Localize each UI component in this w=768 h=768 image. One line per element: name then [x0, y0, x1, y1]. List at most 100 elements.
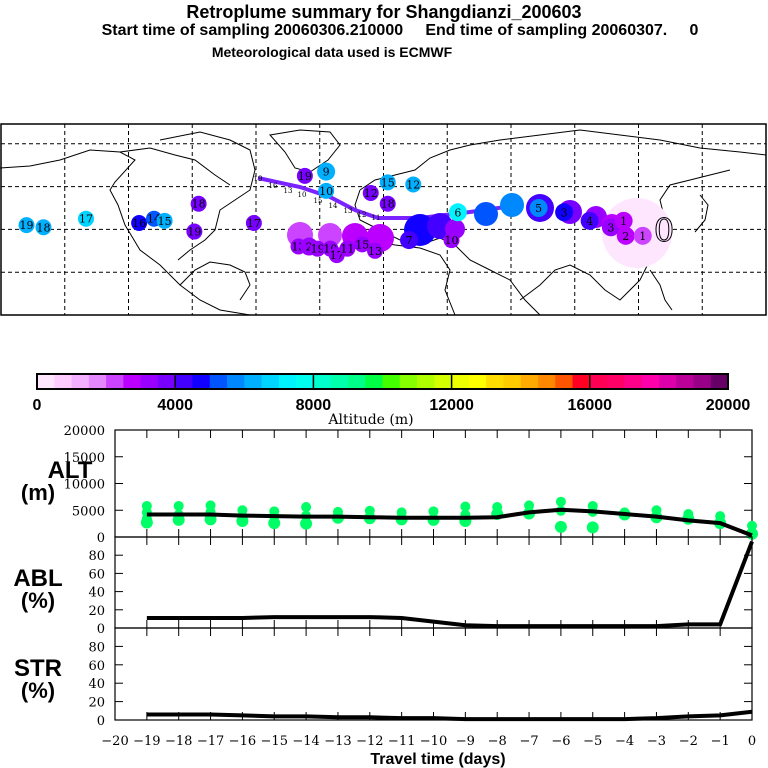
colorbar-swatch	[88, 374, 107, 389]
colorbar-swatch	[365, 374, 383, 389]
plume-marker	[633, 226, 652, 245]
colorbar-swatch	[417, 374, 435, 389]
colorbar-swatch	[330, 374, 349, 389]
abl-series-line	[146, 540, 754, 629]
x-tick-label: −5	[583, 734, 602, 749]
colorbar-swatch	[520, 374, 539, 389]
abl-unit: (%)	[21, 588, 55, 613]
y-tick-label: 60	[88, 659, 105, 674]
colorbar-swatch	[261, 374, 280, 389]
plume-marker	[318, 182, 335, 199]
y-tick-label: 60	[88, 567, 105, 582]
altitude-scatter-point	[586, 521, 599, 534]
x-tick-label: −1	[711, 734, 730, 749]
colorbar-swatch	[693, 374, 712, 389]
panel-frame	[114, 536, 753, 629]
str-series-line	[146, 709, 753, 722]
colorbar-swatch	[468, 374, 487, 389]
plume-label: 2	[306, 241, 313, 254]
alt-panel: 0 5000 10000 15000 20000	[64, 424, 758, 546]
colorbar-swatch	[106, 374, 124, 389]
altitude-scatter-point	[554, 520, 567, 533]
colorbar-swatch	[244, 374, 263, 389]
altitude-scatter-point	[172, 513, 185, 526]
track-label: 15	[314, 197, 323, 205]
colorbar-tick-label: 4000	[157, 397, 193, 414]
str-unit: (%)	[21, 678, 55, 703]
colorbar-swatch	[382, 374, 401, 389]
plume-label: 1	[639, 230, 646, 243]
colorbar-swatch	[399, 374, 418, 389]
str-panel: 0 20 40 60 80	[88, 627, 753, 729]
x-tick-label: −4	[615, 734, 634, 749]
x-tick-label: −9	[456, 734, 475, 749]
plume-marker	[309, 240, 326, 257]
x-tick-label: 0	[748, 734, 756, 749]
track-label: 19	[254, 175, 263, 183]
plume-blob	[500, 193, 524, 217]
x-tick-label: −7	[519, 734, 538, 749]
plume-blob	[474, 202, 498, 226]
plume-label: 6	[454, 206, 461, 219]
plume-label: 17	[79, 213, 93, 226]
x-tick-label: −15	[261, 734, 288, 749]
chart-title: Retroplume summary for Shangdianzi_20060…	[186, 2, 582, 22]
track-label: 13	[344, 207, 353, 215]
plume-label: 19	[20, 219, 34, 232]
panel-frame	[114, 627, 753, 721]
x-tick-label: −13	[324, 734, 351, 749]
colorbar-swatch	[278, 374, 297, 389]
end-time: End time of sampling 20060307. 0	[425, 22, 699, 39]
colorbar-tick-label: 0	[33, 397, 42, 414]
altitude-scatter-point	[173, 500, 184, 511]
plume-label: 19	[298, 170, 312, 183]
plume-marker	[186, 223, 203, 240]
colorbar-swatch	[192, 374, 211, 389]
plume-label: 2	[622, 230, 629, 243]
plume-label: 7	[406, 234, 413, 247]
colorbar-swatch	[555, 374, 574, 389]
colorbar-swatch	[451, 374, 470, 389]
colorbar-swatch	[313, 374, 332, 389]
plume-marker	[156, 212, 173, 229]
plume-marker	[379, 195, 396, 212]
altitude-scatter-point	[140, 516, 153, 529]
track-label: 11	[372, 214, 381, 222]
track-label: 16	[269, 182, 278, 190]
x-tick-label: −11	[388, 734, 415, 749]
plume-label: 16	[132, 217, 146, 230]
plume-blob	[318, 223, 342, 247]
plume-marker	[405, 176, 422, 193]
y-tick-label: 0	[97, 531, 105, 546]
colorbar-swatch	[589, 374, 608, 389]
y-tick-label: 20	[88, 604, 105, 619]
altitude-scatter-point	[747, 520, 757, 531]
altitude-scatter-point	[301, 502, 312, 513]
altitude-scatter-point	[524, 500, 535, 511]
plume-label: 15	[355, 238, 369, 251]
colorbar-swatch	[658, 374, 677, 389]
str-label: STR	[14, 655, 62, 682]
plume-label: 3	[561, 206, 568, 219]
colorbar-tick-label: 20000	[706, 397, 751, 414]
x-tick-label: −12	[356, 734, 383, 749]
abl-label: ABL	[13, 565, 62, 592]
plume-marker	[616, 226, 635, 245]
x-axis-title: Travel time (days)	[370, 751, 505, 768]
track-label: 12	[358, 211, 367, 219]
plume-label: 9	[323, 166, 330, 179]
plume-marker	[131, 214, 148, 231]
colorbar-swatch	[572, 374, 591, 389]
plume-label: 3	[607, 221, 614, 234]
colorbar-swatch	[175, 374, 193, 389]
x-tick-label: −18	[165, 734, 192, 749]
plume-marker	[317, 162, 336, 181]
plume-marker	[362, 185, 379, 202]
colorbar-swatch	[624, 374, 643, 389]
plume-label: 10	[319, 185, 333, 198]
colorbar-swatch	[123, 374, 142, 389]
plume-marker	[529, 199, 548, 217]
x-tick-label: −20	[101, 734, 128, 749]
coastline	[159, 131, 256, 261]
